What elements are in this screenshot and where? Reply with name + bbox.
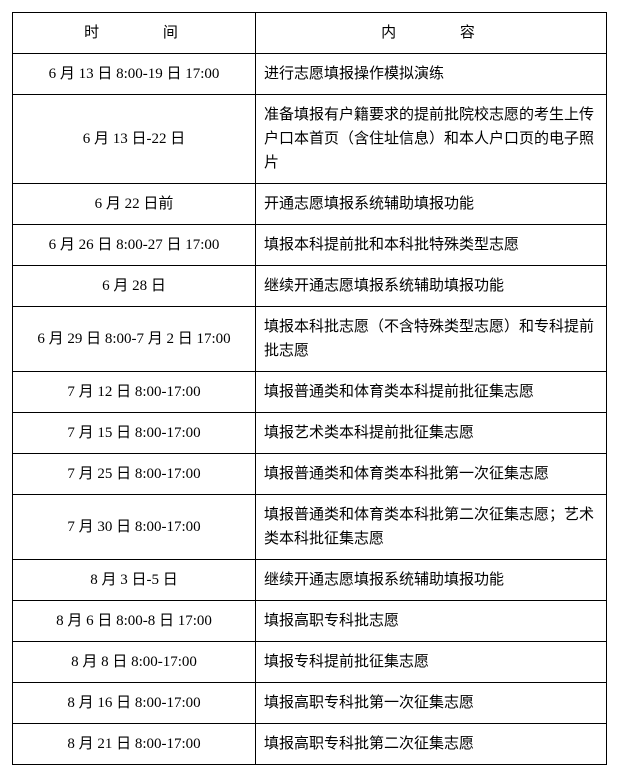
time-cell: 8 月 3 日-5 日 xyxy=(13,560,256,601)
table-row: 6 月 13 日 8:00-19 日 17:00进行志愿填报操作模拟演练 xyxy=(13,54,607,95)
table-row: 7 月 25 日 8:00-17:00填报普通类和体育类本科批第一次征集志愿 xyxy=(13,454,607,495)
time-cell: 7 月 12 日 8:00-17:00 xyxy=(13,372,256,413)
time-cell: 6 月 29 日 8:00-7 月 2 日 17:00 xyxy=(13,307,256,372)
content-cell: 填报专科提前批征集志愿 xyxy=(256,642,607,683)
table-row: 8 月 8 日 8:00-17:00填报专科提前批征集志愿 xyxy=(13,642,607,683)
content-cell: 填报高职专科批第二次征集志愿 xyxy=(256,724,607,765)
table-row: 6 月 29 日 8:00-7 月 2 日 17:00填报本科批志愿（不含特殊类… xyxy=(13,307,607,372)
content-cell: 进行志愿填报操作模拟演练 xyxy=(256,54,607,95)
table-row: 8 月 16 日 8:00-17:00填报高职专科批第一次征集志愿 xyxy=(13,683,607,724)
time-cell: 7 月 25 日 8:00-17:00 xyxy=(13,454,256,495)
header-time: 时 间 xyxy=(13,13,256,54)
table-row: 6 月 13 日-22 日准备填报有户籍要求的提前批院校志愿的考生上传户口本首页… xyxy=(13,95,607,184)
table-row: 6 月 28 日继续开通志愿填报系统辅助填报功能 xyxy=(13,266,607,307)
time-cell: 6 月 13 日 8:00-19 日 17:00 xyxy=(13,54,256,95)
content-cell: 填报高职专科批志愿 xyxy=(256,601,607,642)
content-cell: 填报普通类和体育类本科提前批征集志愿 xyxy=(256,372,607,413)
time-cell: 6 月 26 日 8:00-27 日 17:00 xyxy=(13,225,256,266)
table-row: 7 月 15 日 8:00-17:00填报艺术类本科提前批征集志愿 xyxy=(13,413,607,454)
content-cell: 开通志愿填报系统辅助填报功能 xyxy=(256,184,607,225)
table-row: 7 月 30 日 8:00-17:00填报普通类和体育类本科批第二次征集志愿；艺… xyxy=(13,495,607,560)
table-row: 6 月 22 日前开通志愿填报系统辅助填报功能 xyxy=(13,184,607,225)
table-row: 7 月 12 日 8:00-17:00填报普通类和体育类本科提前批征集志愿 xyxy=(13,372,607,413)
content-cell: 准备填报有户籍要求的提前批院校志愿的考生上传户口本首页（含住址信息）和本人户口页… xyxy=(256,95,607,184)
time-cell: 6 月 13 日-22 日 xyxy=(13,95,256,184)
content-cell: 填报高职专科批第一次征集志愿 xyxy=(256,683,607,724)
content-cell: 继续开通志愿填报系统辅助填报功能 xyxy=(256,560,607,601)
table-row: 8 月 21 日 8:00-17:00填报高职专科批第二次征集志愿 xyxy=(13,724,607,765)
time-cell: 7 月 15 日 8:00-17:00 xyxy=(13,413,256,454)
time-cell: 8 月 8 日 8:00-17:00 xyxy=(13,642,256,683)
time-cell: 6 月 28 日 xyxy=(13,266,256,307)
table-row: 6 月 26 日 8:00-27 日 17:00填报本科提前批和本科批特殊类型志… xyxy=(13,225,607,266)
header-content: 内 容 xyxy=(256,13,607,54)
table-row: 8 月 3 日-5 日继续开通志愿填报系统辅助填报功能 xyxy=(13,560,607,601)
time-cell: 8 月 6 日 8:00-8 日 17:00 xyxy=(13,601,256,642)
time-cell: 7 月 30 日 8:00-17:00 xyxy=(13,495,256,560)
content-cell: 填报本科提前批和本科批特殊类型志愿 xyxy=(256,225,607,266)
content-cell: 填报普通类和体育类本科批第二次征集志愿；艺术类本科批征集志愿 xyxy=(256,495,607,560)
time-cell: 6 月 22 日前 xyxy=(13,184,256,225)
table-header-row: 时 间 内 容 xyxy=(13,13,607,54)
table-row: 8 月 6 日 8:00-8 日 17:00填报高职专科批志愿 xyxy=(13,601,607,642)
content-cell: 填报艺术类本科提前批征集志愿 xyxy=(256,413,607,454)
schedule-table: 时 间 内 容 6 月 13 日 8:00-19 日 17:00进行志愿填报操作… xyxy=(12,12,607,765)
content-cell: 继续开通志愿填报系统辅助填报功能 xyxy=(256,266,607,307)
time-cell: 8 月 16 日 8:00-17:00 xyxy=(13,683,256,724)
content-cell: 填报本科批志愿（不含特殊类型志愿）和专科提前批志愿 xyxy=(256,307,607,372)
table-body: 6 月 13 日 8:00-19 日 17:00进行志愿填报操作模拟演练6 月 … xyxy=(13,54,607,765)
time-cell: 8 月 21 日 8:00-17:00 xyxy=(13,724,256,765)
content-cell: 填报普通类和体育类本科批第一次征集志愿 xyxy=(256,454,607,495)
